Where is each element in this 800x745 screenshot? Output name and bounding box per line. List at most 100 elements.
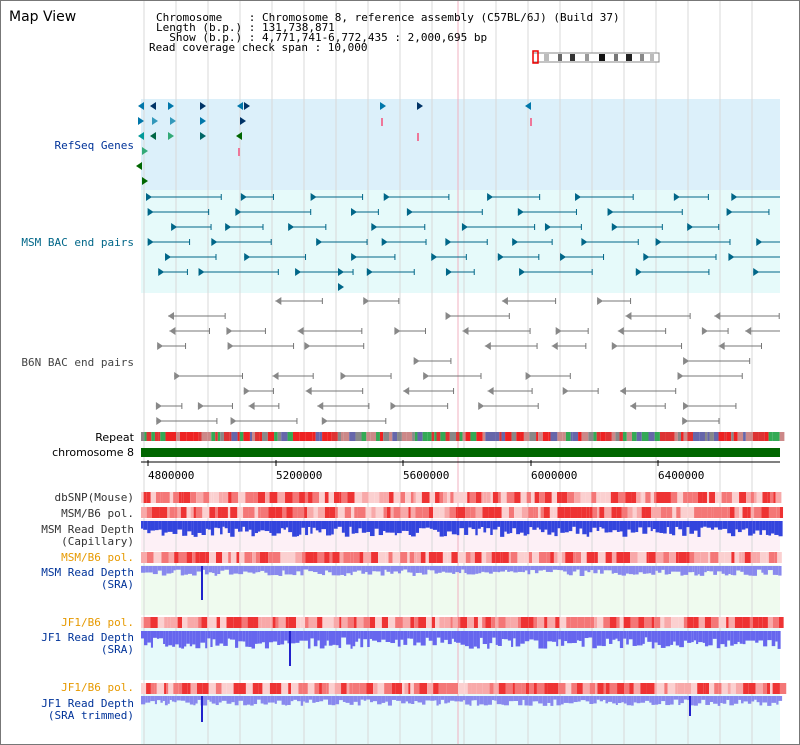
feature-arrow xyxy=(701,327,708,335)
polymorphism-cell xyxy=(502,552,509,563)
polymorphism-cell xyxy=(750,492,754,503)
read-depth-bar xyxy=(340,566,344,575)
read-depth-bar xyxy=(175,566,181,570)
read-depth-bar xyxy=(214,566,218,576)
feature-arrow xyxy=(152,117,158,125)
polymorphism-cell xyxy=(324,507,330,518)
read-depth-bar xyxy=(648,566,652,574)
read-depth-bar xyxy=(288,521,293,533)
polymorphism-cell xyxy=(193,507,196,518)
read-depth-bar xyxy=(243,696,247,706)
feature-arrow xyxy=(225,223,232,231)
polymorphism-cell xyxy=(422,507,429,518)
polymorphism-cell xyxy=(438,683,447,694)
track-label-msm-b6-pol-2[interactable]: MSM/B6 pol. xyxy=(61,551,134,564)
track-label-refseq-genes[interactable]: RefSeq Genes xyxy=(54,139,134,152)
read-depth-bar xyxy=(589,696,594,704)
polymorphism-cell xyxy=(292,507,298,518)
feature-arrow xyxy=(597,297,604,305)
polymorphism-cell xyxy=(277,492,286,503)
read-depth-bar xyxy=(678,521,683,530)
read-depth-bar xyxy=(640,696,646,703)
read-depth-bar xyxy=(407,696,412,704)
read-depth-bar xyxy=(680,696,684,704)
track-label-jf1-trimmed[interactable]: JF1 Read Depth xyxy=(41,697,134,710)
read-depth-bar xyxy=(736,566,741,571)
feature-arrow xyxy=(170,117,176,125)
polymorphism-cell xyxy=(410,507,416,518)
read-depth-bar xyxy=(441,566,446,572)
polymorphism-cell xyxy=(356,617,364,628)
polymorphism-cell xyxy=(236,552,240,563)
polymorphism-cell xyxy=(159,507,168,518)
track-label-msm-b6-pol-1[interactable]: MSM/B6 pol. xyxy=(61,507,134,520)
feature-arrow xyxy=(146,193,153,201)
track-label-msm-bac[interactable]: MSM BAC end pairs xyxy=(21,236,134,249)
polymorphism-cell xyxy=(597,617,604,628)
read-depth-bar xyxy=(310,521,313,534)
repeat-segment xyxy=(376,432,380,441)
polymorphism-cell xyxy=(632,507,637,518)
chromosome-info: Chromosome : Chromosome 8, reference ass… xyxy=(156,11,620,24)
repeat-segment xyxy=(611,432,616,441)
polymorphism-cell xyxy=(150,617,158,628)
ideogram-band xyxy=(585,54,589,61)
read-depth-bar xyxy=(509,521,513,534)
polymorphism-cell xyxy=(756,492,763,503)
read-depth-bar xyxy=(217,521,221,529)
polymorphism-cell xyxy=(642,552,647,563)
read-depth-bar xyxy=(396,521,402,534)
polymorphism-cell xyxy=(186,552,193,563)
track-label-msm-depth-sra[interactable]: MSM Read Depth xyxy=(41,566,134,579)
read-depth-bar xyxy=(393,566,398,572)
polymorphism-cell xyxy=(451,552,458,563)
read-depth-bar xyxy=(743,696,748,702)
read-depth-bar xyxy=(646,566,649,574)
read-depth-bar xyxy=(205,521,209,529)
read-depth-bar xyxy=(772,566,776,575)
read-depth-bar xyxy=(407,566,411,573)
polymorphism-cell xyxy=(386,492,390,503)
read-depth-bar xyxy=(776,696,779,705)
read-depth-bar xyxy=(167,521,173,532)
read-depth-bar xyxy=(358,631,361,639)
track-label-jf1-b6-pol-2[interactable]: JF1/B6 pol. xyxy=(61,681,134,694)
track-label-jf1-depth[interactable]: JF1 Read Depth xyxy=(41,631,134,644)
read-depth-bar xyxy=(274,696,277,704)
track-label-jf1-b6-pol-1[interactable]: JF1/B6 pol. xyxy=(61,616,134,629)
read-depth-bar xyxy=(579,521,583,529)
read-depth-bar xyxy=(201,566,205,570)
read-depth-bar xyxy=(408,521,412,536)
track-label-b6n-bac[interactable]: B6N BAC end pairs xyxy=(21,356,134,369)
track-label-dbsnp[interactable]: dbSNP(Mouse) xyxy=(54,491,134,504)
read-depth-bar xyxy=(488,566,493,574)
feature-arrow xyxy=(340,372,347,380)
polymorphism-cell xyxy=(453,492,460,503)
polymorphism-cell xyxy=(537,617,545,628)
feature-arrow xyxy=(501,297,508,305)
polymorphism-cell xyxy=(530,492,535,503)
read-depth-bar xyxy=(741,521,746,530)
polymorphism-cell xyxy=(194,617,199,628)
read-depth-bar xyxy=(538,566,543,571)
polymorphism-cell xyxy=(429,492,436,503)
read-depth-bar xyxy=(460,631,465,645)
polymorphism-cell xyxy=(490,492,493,503)
polymorphism-cell xyxy=(150,683,155,694)
read-depth-bar xyxy=(229,631,233,640)
polymorphism-cell xyxy=(326,683,329,694)
read-depth-bar xyxy=(143,521,148,530)
track-label-msm-depth-cap[interactable]: MSM Read Depth xyxy=(41,523,134,536)
read-depth-bar xyxy=(763,566,768,575)
read-depth-bar xyxy=(471,521,476,530)
polymorphism-cell xyxy=(565,683,572,694)
polymorphism-cell xyxy=(687,492,693,503)
read-depth-bar xyxy=(267,696,271,703)
feature-arrow xyxy=(745,327,752,335)
polymorphism-cell xyxy=(269,683,277,694)
polymorphism-cell xyxy=(546,552,551,563)
polymorphism-cell xyxy=(481,552,487,563)
read-depth-bar xyxy=(477,521,481,529)
feature-arrow xyxy=(423,372,430,380)
